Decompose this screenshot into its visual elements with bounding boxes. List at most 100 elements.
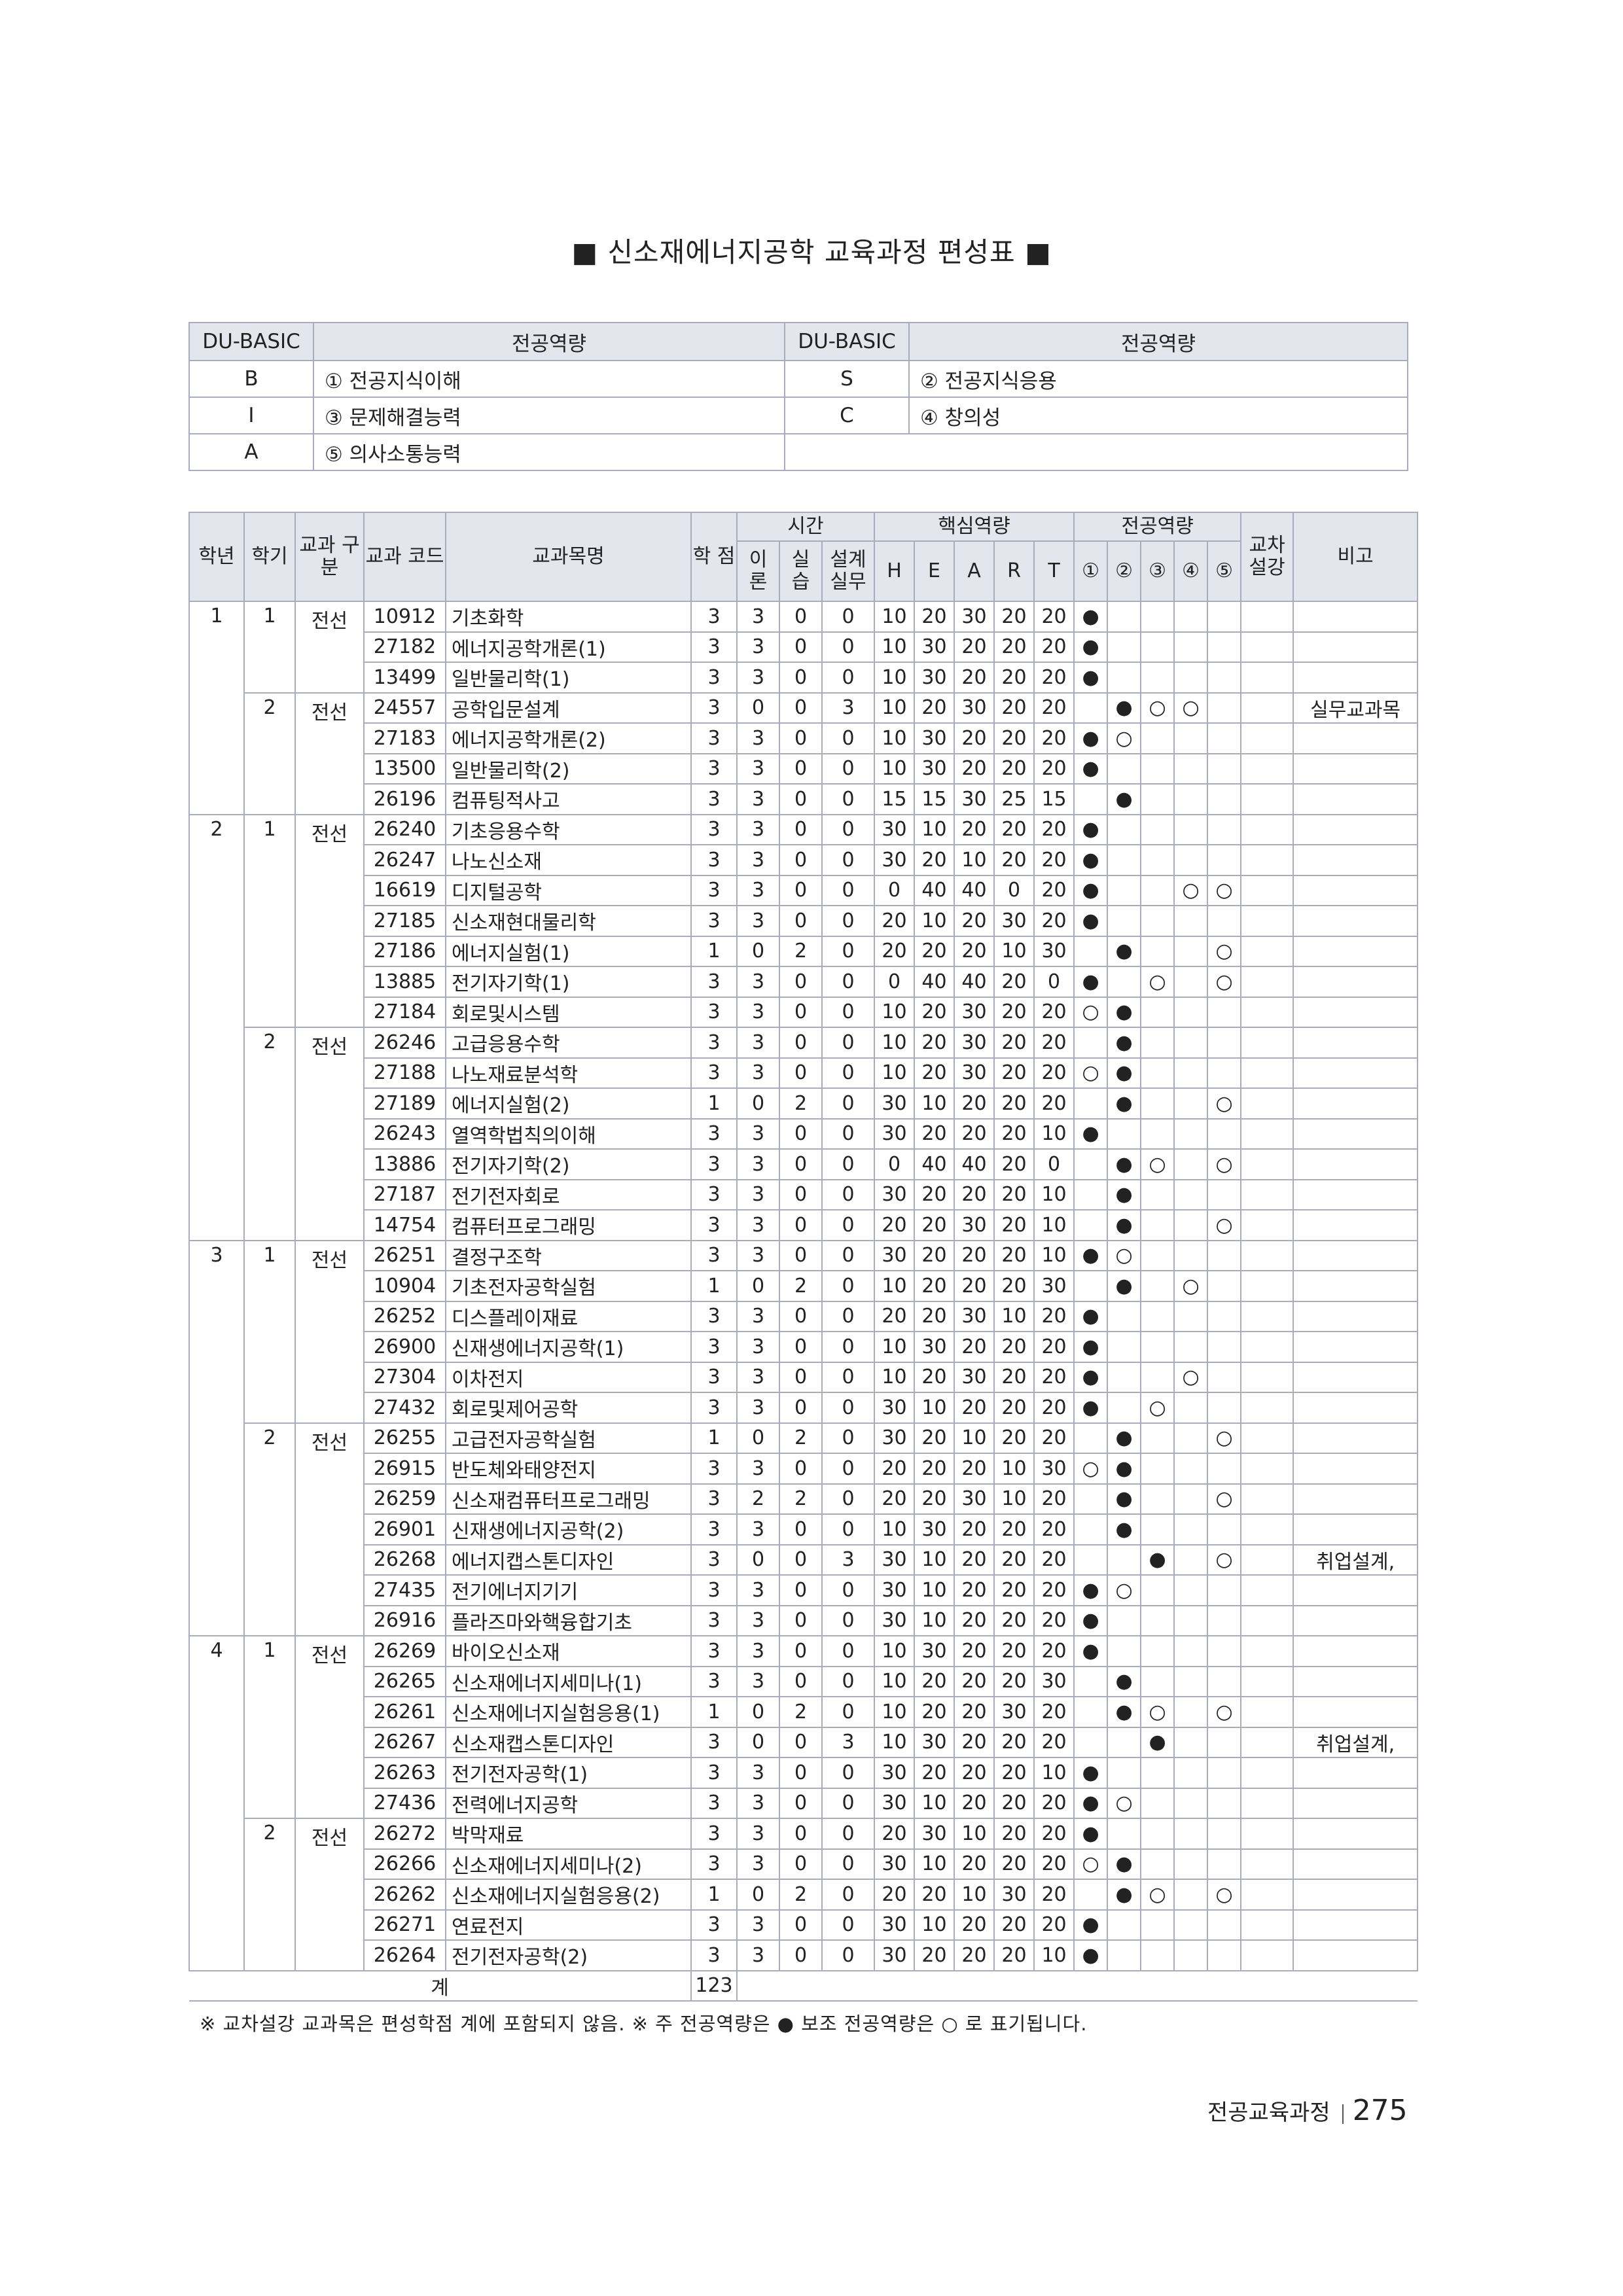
course-name: 신소재에너지세미나(1) [445, 1665, 692, 1697]
cross-listed-cell [1240, 662, 1294, 694]
core-h: 0 [874, 966, 916, 998]
course-row: 16619 디지털공학 3 3 0 0 0 40 40 0 20 ● ○ ○ [189, 874, 1419, 906]
core-r: 20 [993, 601, 1035, 633]
note-cell [1293, 1939, 1419, 1971]
competency-legend-table: DU-BASIC 전공역량 DU-BASIC 전공역량 B ① 전공지식이해 S… [188, 322, 1408, 471]
credit: 1 [690, 1422, 738, 1454]
note-cell [1293, 905, 1419, 937]
du-basic-code: C [784, 397, 910, 434]
major-competency-2-mark [1107, 1118, 1142, 1150]
practice-hours: 0 [779, 1148, 823, 1180]
design-hours: 3 [821, 1544, 876, 1576]
core-h: 10 [874, 1696, 916, 1728]
major-competency-5-mark [1207, 631, 1242, 663]
theory-hours: 0 [736, 935, 780, 967]
core-a: 20 [954, 1239, 995, 1271]
core-h: 30 [874, 813, 916, 845]
course-code: 26196 [363, 783, 446, 815]
major-competency-3-mark [1140, 1665, 1175, 1697]
major-competency-1-mark: ● [1073, 966, 1109, 998]
major-competency-5-mark: ○ [1207, 1422, 1242, 1454]
major-competency-3-mark [1140, 722, 1175, 754]
course-name: 플라즈마와핵융합기초 [445, 1604, 692, 1636]
course-code: 13886 [363, 1148, 446, 1180]
cross-listed-cell [1240, 905, 1294, 937]
core-a: 20 [954, 813, 995, 845]
core-e: 40 [914, 966, 955, 998]
credit: 3 [690, 1909, 738, 1941]
cross-listed-cell [1240, 1087, 1294, 1120]
core-a: 20 [954, 1118, 995, 1150]
core-r: 20 [993, 1057, 1035, 1089]
credit: 3 [690, 844, 738, 876]
course-code: 27187 [363, 1178, 446, 1210]
course-name: 반도체와태양전지 [445, 1453, 692, 1485]
major-competency-5-mark [1207, 1392, 1242, 1424]
major-competency-5-mark: ○ [1207, 1483, 1242, 1515]
theory-hours: 3 [736, 1300, 780, 1332]
design-hours: 0 [821, 1209, 876, 1241]
core-r: 20 [993, 1239, 1035, 1271]
core-h: 10 [874, 692, 916, 724]
core-a: 30 [954, 1209, 995, 1241]
page-number: 275 [1352, 2094, 1408, 2127]
theory-hours: 3 [736, 1057, 780, 1089]
note-cell [1293, 1057, 1419, 1089]
page-footer: 전공교육과정 275 [1207, 2094, 1408, 2127]
core-h: 30 [874, 1848, 916, 1880]
course-name: 신소재에너지세미나(2) [445, 1848, 692, 1880]
core-h: 10 [874, 1635, 916, 1667]
cross-listed-cell [1240, 1635, 1294, 1667]
core-e: 30 [914, 1818, 955, 1850]
major-competency-3-mark: ○ [1140, 1696, 1175, 1728]
credit: 3 [690, 1392, 738, 1424]
course-name: 이차전지 [445, 1361, 692, 1393]
theory-hours: 3 [736, 1239, 780, 1271]
core-h: 30 [874, 1757, 916, 1789]
major-competency-2-mark: ● [1107, 1178, 1142, 1210]
credit: 3 [690, 1787, 738, 1819]
design-hours: 0 [821, 1270, 876, 1302]
major-competency-4-mark [1173, 1087, 1209, 1120]
note-cell [1293, 935, 1419, 967]
core-t: 20 [1033, 1818, 1075, 1850]
major-competency-3-mark [1140, 1635, 1175, 1667]
core-r: 20 [993, 1209, 1035, 1241]
legend-header: DU-BASIC [784, 322, 910, 361]
note-cell: 실무교과목 [1293, 692, 1419, 724]
major-competency-5-mark [1207, 996, 1242, 1028]
note-cell [1293, 662, 1419, 694]
cross-listed-cell [1240, 1604, 1294, 1636]
major-competency-4-mark: ○ [1173, 692, 1209, 724]
credit: 3 [690, 631, 738, 663]
core-r: 20 [993, 1513, 1035, 1545]
core-r: 20 [993, 692, 1035, 724]
core-h: 20 [874, 1818, 916, 1850]
major-competency-2-mark [1107, 1726, 1142, 1758]
cross-listed-cell [1240, 783, 1294, 815]
course-row: 2 전선 26272 박막재료 3 3 0 0 20 30 10 20 20 ● [189, 1818, 1419, 1971]
major-competency-3-mark [1140, 1483, 1175, 1515]
core-e: 20 [914, 1665, 955, 1697]
major-competency-1-mark: ● [1073, 813, 1109, 845]
core-r: 20 [993, 1270, 1035, 1302]
major-competency-1-mark [1073, 1270, 1109, 1302]
note-cell [1293, 1118, 1419, 1150]
practice-hours: 2 [779, 935, 823, 967]
core-h: 10 [874, 1513, 916, 1545]
course-name: 박막재료 [445, 1818, 692, 1850]
cross-listed-cell [1240, 631, 1294, 663]
major-competency-5-mark [1207, 1726, 1242, 1758]
cross-listed-cell [1240, 966, 1294, 998]
core-a: 10 [954, 1818, 995, 1850]
page-title: ■ 신소재에너지공학 교육과정 편성표 ■ [571, 236, 1052, 268]
course-code: 26240 [363, 813, 446, 845]
major-competency-3-mark [1140, 813, 1175, 845]
course-name: 신소재에너지실험응용(2) [445, 1879, 692, 1911]
core-a: 20 [954, 1635, 995, 1667]
major-competency-5-mark [1207, 1331, 1242, 1363]
major-competency-3-mark [1140, 1604, 1175, 1636]
practice-hours: 0 [779, 966, 823, 998]
major-competency-3-mark [1140, 1178, 1175, 1210]
major-competency-4-mark [1173, 905, 1209, 937]
